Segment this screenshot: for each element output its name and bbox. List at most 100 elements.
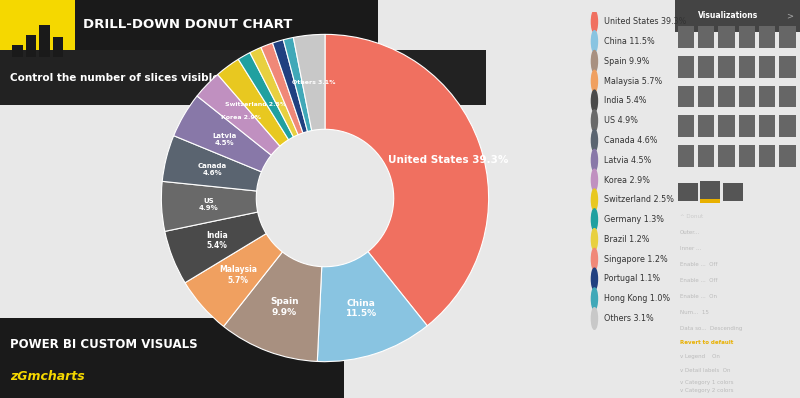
Text: United States 39.3%: United States 39.3% [387,154,508,164]
Bar [718,86,734,107]
Text: Others 3.1%: Others 3.1% [604,314,654,323]
Text: v Category 2 colors: v Category 2 colors [680,388,734,393]
Bar [12,45,23,57]
Text: Outer...: Outer... [680,230,701,235]
Wedge shape [318,252,427,362]
Text: zGmcharts: zGmcharts [10,370,85,382]
Wedge shape [185,234,282,326]
Bar [39,25,50,57]
Bar [718,115,734,137]
Wedge shape [174,96,271,172]
Text: US 4.9%: US 4.9% [604,116,638,125]
Wedge shape [294,34,325,131]
Text: US
4.9%: US 4.9% [199,197,219,211]
Bar [700,199,720,203]
Text: China
11.5%: China 11.5% [346,299,377,318]
Bar [779,56,796,78]
Text: Brazil 1.2%: Brazil 1.2% [604,235,649,244]
Text: Num...  15: Num... 15 [680,310,709,315]
Text: Hong Kong 1.0%: Hong Kong 1.0% [604,294,670,303]
Text: India 5.4%: India 5.4% [604,96,646,105]
Bar [698,86,714,107]
Wedge shape [218,59,289,146]
Text: Germany 1.3%: Germany 1.3% [604,215,664,224]
Text: Spain
9.9%: Spain 9.9% [270,297,298,316]
Circle shape [591,70,598,92]
Bar [779,115,796,137]
Text: United States 39.3%: United States 39.3% [604,17,686,26]
Bar [718,145,734,167]
Circle shape [591,288,598,310]
Text: Others 3.1%: Others 3.1% [292,80,335,85]
Bar [678,183,698,201]
Text: Inner ...: Inner ... [680,246,702,251]
Text: v Category 1 colors: v Category 1 colors [680,380,734,385]
Bar [678,56,694,78]
Bar [738,86,755,107]
Wedge shape [273,40,307,133]
Wedge shape [238,53,294,140]
Circle shape [591,110,598,131]
Bar [678,115,694,137]
Wedge shape [283,37,312,131]
Bar [779,145,796,167]
Bar [75,0,378,50]
Text: Malaysia
5.7%: Malaysia 5.7% [219,265,257,285]
Text: Revert to default: Revert to default [680,340,734,345]
Text: Singapore 1.2%: Singapore 1.2% [604,255,667,263]
Text: Spain 9.9%: Spain 9.9% [604,57,649,66]
Wedge shape [162,136,262,191]
Text: Korea 2.9%: Korea 2.9% [604,176,650,185]
Text: China 11.5%: China 11.5% [604,37,654,46]
Text: Data so...  Descending: Data so... Descending [680,326,742,331]
Bar [675,0,800,32]
Bar [718,56,734,78]
Circle shape [591,130,598,151]
Bar [759,56,775,78]
Bar [759,86,775,107]
Bar [26,35,37,57]
Wedge shape [250,47,298,137]
Text: Visualizations: Visualizations [698,12,758,20]
Bar [759,26,775,48]
Bar [738,56,755,78]
Bar [759,115,775,137]
Text: Switzerland 2.5%: Switzerland 2.5% [226,102,286,107]
Bar [700,181,720,203]
Bar [698,145,714,167]
Text: Canada
4.6%: Canada 4.6% [198,163,227,176]
Wedge shape [162,181,258,231]
Bar [779,86,796,107]
Bar [0,318,344,398]
Bar [779,26,796,48]
Bar [698,56,714,78]
Text: Switzerland 2.5%: Switzerland 2.5% [604,195,674,204]
Text: Malaysia 5.7%: Malaysia 5.7% [604,76,662,86]
Text: POWER BI CUSTOM VISUALS: POWER BI CUSTOM VISUALS [10,338,198,351]
Wedge shape [197,74,280,155]
Bar [738,26,755,48]
Bar [678,145,694,167]
Bar [700,183,720,201]
Text: >: > [786,12,794,20]
Text: Latvia
4.5%: Latvia 4.5% [213,133,237,146]
Wedge shape [325,34,489,326]
Wedge shape [261,43,303,135]
Bar [0,50,486,105]
Bar [722,183,742,201]
Circle shape [591,90,598,112]
Text: Enable ...  On: Enable ... On [680,294,717,299]
Text: Canada 4.6%: Canada 4.6% [604,136,657,145]
Wedge shape [223,252,322,361]
Text: v Detail labels  On: v Detail labels On [680,368,730,373]
Circle shape [591,31,598,52]
Text: Portugal 1.1%: Portugal 1.1% [604,275,660,283]
Text: India
5.4%: India 5.4% [206,231,228,250]
Text: DRILL-DOWN DONUT CHART: DRILL-DOWN DONUT CHART [83,18,293,31]
Bar [698,26,714,48]
Bar [0,0,75,66]
Bar [678,26,694,48]
Text: Enable ...  Off: Enable ... Off [680,278,718,283]
Bar [718,26,734,48]
Bar [738,115,755,137]
